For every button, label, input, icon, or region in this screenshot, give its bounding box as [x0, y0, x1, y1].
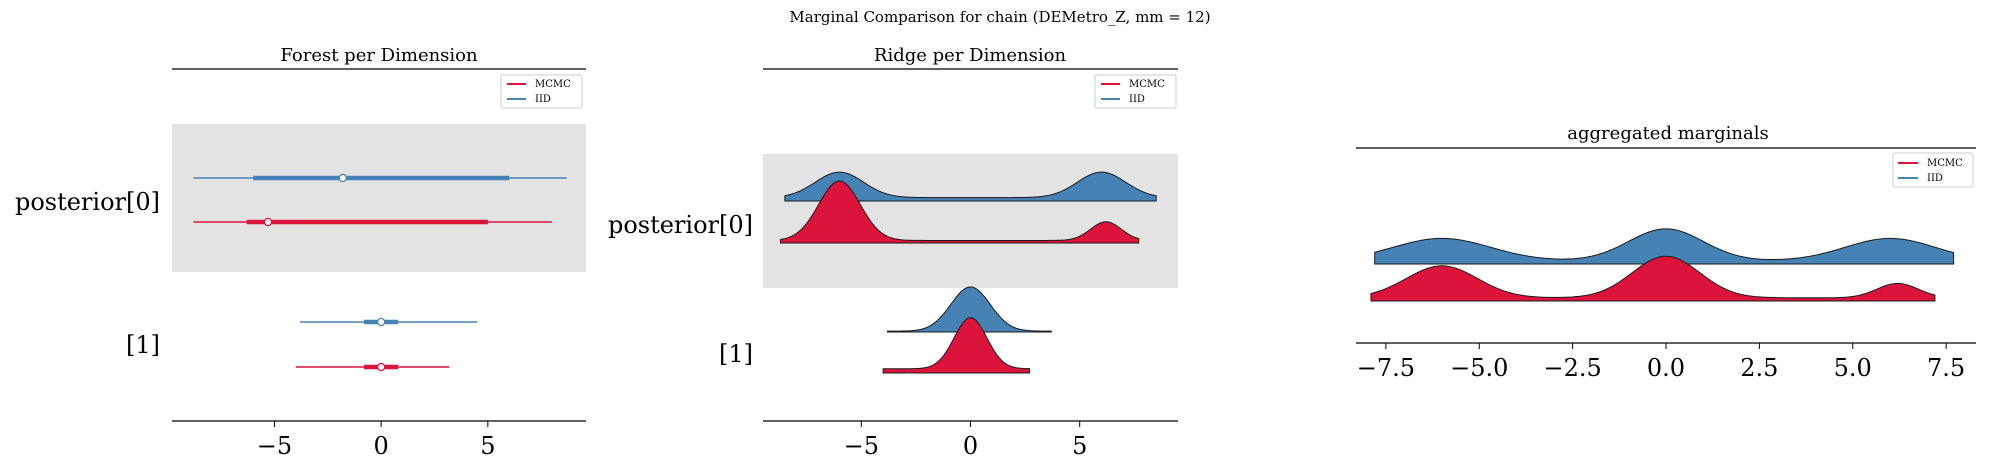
forest-row1-iid-point: [376, 317, 386, 327]
aggregated-panel: aggregated marginals −7.5 −5.0 −2.5 0.0 2.5 5…: [1356, 123, 1976, 382]
aggregated-x-tick-label: 5.0: [1834, 354, 1872, 382]
ridge-title: Ridge per Dimension: [874, 45, 1067, 66]
forest-x-tick-label: 5: [480, 432, 495, 460]
aggregated-x-tick-label: −7.5: [1357, 354, 1415, 382]
forest-x-ticks: −5 0 5: [257, 421, 495, 460]
forest-title: Forest per Dimension: [280, 45, 478, 66]
ridge-row0-iid-density: [784, 171, 1157, 202]
aggregated-x-tick-label: 7.5: [1927, 354, 1965, 382]
forest-panel: Forest per Dimension posterior[0] [1] −5…: [15, 45, 586, 460]
ridge-panel: Ridge per Dimension posterior[0] [1] −5 0…: [608, 45, 1178, 460]
forest-row1-mcmc-point: [376, 362, 386, 372]
forest-legend: MCMC IID: [500, 74, 583, 109]
ridge-legend: MCMC IID: [1094, 74, 1177, 109]
aggregated-x-tick-label: −2.5: [1543, 354, 1601, 382]
aggregated-marks: [1370, 228, 1955, 302]
ridge-x-tick-label: 5: [1072, 432, 1087, 460]
aggregated-iid-density: [1374, 228, 1955, 265]
ridge-marks: [779, 171, 1157, 374]
forest-highlight-band: [172, 124, 586, 272]
ridge-row-label-0: posterior[0]: [608, 211, 753, 239]
aggregated-x-tick-label: 2.5: [1740, 354, 1778, 382]
aggregated-legend-mcmc-label: MCMC: [1927, 158, 1963, 169]
forest-x-tick-label: −5: [257, 432, 292, 460]
forest-x-tick-label: 0: [373, 432, 388, 460]
ridge-row0-mcmc-density: [779, 180, 1140, 244]
aggregated-x-tick-label: −5.0: [1450, 354, 1508, 382]
aggregated-x-ticks: −7.5 −5.0 −2.5 0.0 2.5 5.0 7.5: [1357, 343, 1965, 382]
forest-row0-mcmc-point: [263, 217, 273, 227]
forest-row-label-1: [1]: [126, 331, 160, 359]
ridge-row-label-1: [1]: [719, 340, 753, 368]
aggregated-mcmc-density: [1370, 255, 1936, 302]
ridge-row1-mcmc-density: [882, 317, 1030, 374]
forest-marks: [193, 173, 567, 372]
aggregated-x-tick-label: 0.0: [1647, 354, 1685, 382]
ridge-row1-iid-density: [887, 286, 1052, 333]
ridge-x-tick-label: 0: [963, 432, 978, 460]
aggregated-title: aggregated marginals: [1567, 123, 1768, 144]
ridge-x-ticks: −5 0 5: [844, 421, 1087, 460]
forest-row-label-0: posterior[0]: [15, 188, 160, 216]
ridge-legend-iid-label: IID: [1129, 94, 1145, 105]
aggregated-legend-iid-label: IID: [1927, 173, 1943, 184]
forest-legend-iid-label: IID: [535, 94, 551, 105]
forest-legend-mcmc-label: MCMC: [535, 79, 571, 90]
forest-row0-iid-point: [338, 173, 347, 183]
ridge-legend-mcmc-label: MCMC: [1129, 79, 1165, 90]
ridge-x-tick-label: −5: [844, 432, 879, 460]
figure-suptitle: Marginal Comparison for chain (DEMetro_Z…: [789, 8, 1210, 26]
aggregated-legend: MCMC IID: [1892, 152, 1974, 188]
